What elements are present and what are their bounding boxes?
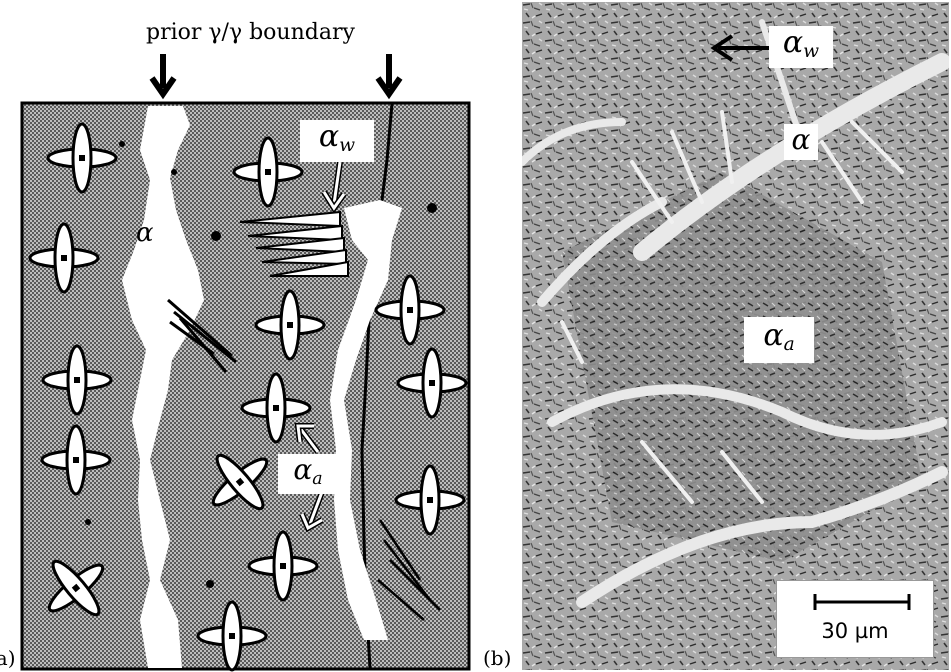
panel-a-tag: (a) — [0, 646, 16, 670]
scale-bar — [813, 594, 911, 610]
widmanstatten-laths — [560, 110, 904, 504]
alpha-w-pointer-arrow — [710, 34, 770, 62]
allotriomorph-alpha-left — [122, 106, 204, 668]
schematic-diagram — [20, 0, 471, 672]
acicular-region — [562, 172, 922, 562]
panel-a: prior γ/γ boundary — [0, 0, 471, 672]
left-sideplates — [167, 298, 237, 373]
boundary-title: prior γ/γ boundary — [146, 20, 355, 45]
label-alpha-w: αw — [300, 120, 374, 162]
panel-b-tag: (b) — [483, 646, 512, 670]
scale-bar-label: 30 µm — [821, 619, 889, 643]
label-alpha-b: α — [784, 124, 818, 160]
label-alpha-a-b: αa — [744, 317, 814, 363]
scale-bar-box: 30 µm — [776, 580, 934, 658]
widmanstatten-plates — [239, 210, 349, 277]
alpha-a-arrow-up — [294, 423, 321, 454]
alpha-w-arrow — [321, 161, 347, 214]
label-alpha: α — [136, 218, 154, 248]
alpha-a-arrow-down — [299, 490, 325, 533]
grain-boundary-ferrite — [522, 19, 949, 608]
boundary-arrow-left — [152, 54, 174, 94]
label-alpha-a: αa — [278, 454, 338, 494]
allotriomorph-alpha-right — [330, 200, 402, 640]
panel-b: αw α αa 30 µm — [522, 2, 949, 670]
boundary-arrow-right — [378, 54, 400, 94]
micrograph — [522, 2, 949, 670]
right-sideplates — [377, 519, 441, 621]
label-alpha-w-b: αw — [769, 26, 833, 68]
